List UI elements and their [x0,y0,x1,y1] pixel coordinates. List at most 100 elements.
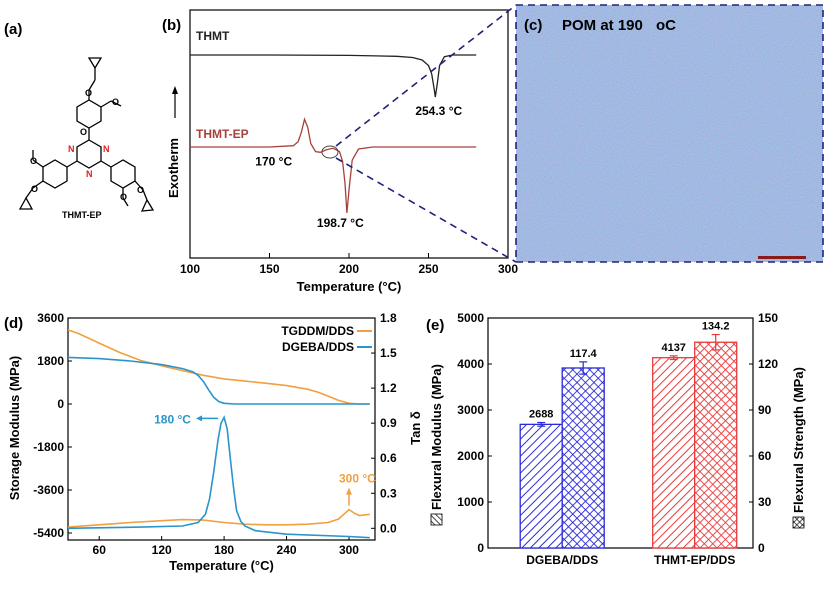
bar-value-label: 4137 [661,342,685,354]
y-tick-label: 1800 [37,354,64,368]
peak-annotation: 170 °C [255,155,292,169]
atom-o: O [30,156,37,166]
panel-b-series-labels: THMT THMT-EP [196,29,249,141]
x-tick-label: 150 [259,262,279,276]
panel-e-label: (e) [426,317,444,334]
panel-a-label: (a) [4,21,22,38]
y2-tick-label: 1.5 [380,346,397,360]
annotation-arrow-head [196,415,203,422]
right-epoxide [140,198,155,212]
y2-tick-label: 0 [758,541,765,555]
y-axis-title: Flexural Modulus (MPa) [429,364,444,510]
panel-d-axis-labels: Temperature (°C) Storage Modulus (MPa) Tan… [7,356,423,573]
x-axis-title: Temperature (°C) [297,279,402,294]
atom-n: N [86,169,93,179]
atom-o: O [120,192,127,202]
y-tick-label: 4000 [457,357,484,371]
x-tick-label: 300 [498,262,518,276]
x-tick-label: 120 [152,543,172,557]
panel-d-legend: TGDDM/DDS DGEBA/DDS [281,324,372,354]
scale-bar [758,256,806,259]
y2-tick-label: 0.3 [380,486,397,500]
y2-tick-label: 30 [758,495,772,509]
series-line-tan_delta [67,415,370,539]
panel-b-label: (b) [162,17,181,34]
legend-label: DGEBA/DDS [282,340,354,354]
strength-pattern-swatch [792,516,805,529]
bar-value-label: 134.2 [702,321,730,333]
y2-tick-label: 0.9 [380,416,397,430]
y2-tick-label: 1.8 [380,311,397,325]
pom-texture [516,5,823,262]
x-tick-label: 240 [277,543,297,557]
bar-modulus [519,423,563,549]
series-line-storage [67,329,370,405]
y-tick-label: 0 [57,397,64,411]
category-label: DGEBA/DDS [526,553,598,567]
y-tick-label: 2000 [457,449,484,463]
atom-o: O [137,185,144,195]
y2-axis-title-group: Flexural Strength (MPa) [791,367,806,529]
y-tick-label: -5400 [33,526,64,540]
pom-title-unit: oC [656,17,676,34]
series-label: THMT-EP [196,127,249,141]
panel-c: (c) POM at 190 oC [515,4,824,263]
panel-a: (a) [4,21,155,220]
molecule-name: THMT-EP [62,210,102,220]
bar-value-label: 117.4 [570,348,598,360]
atom-o: O [80,127,87,137]
panel-d-label: (d) [4,315,23,332]
peak-annotation: 254.3 °C [415,104,462,118]
panel-d-ticks: 60 120 180 240 300 3600 1800 0 -1800 -3600 -5400 1.… [33,311,397,557]
y-axis-title: Exotherm [166,138,181,198]
legend-label: TGDDM/DDS [281,324,354,338]
atom-o: O [85,88,92,98]
zoom-connector-top [335,4,517,147]
y-tick-label: 3000 [457,403,484,417]
y-tick-label: -3600 [33,483,64,497]
top-aryl-ring [76,99,102,129]
zoom-circle [321,145,339,159]
atom-o: O [31,184,38,194]
atom-o: O [112,97,119,107]
panel-d: (d) 60 120 180 240 300 3600 1800 0 -1800 -3600 -54… [4,311,423,573]
series-line-thmt [190,54,477,98]
y2-tick-label: 60 [758,449,772,463]
y2-tick-label: 0.0 [380,521,397,535]
y2-axis-title: Flexural Strength (MPa) [791,367,806,513]
x-tick-label: 300 [339,543,359,557]
triazine-ring [76,139,102,169]
right-aryl-ring [110,159,136,189]
x-tick-label: 200 [339,262,359,276]
y2-tick-label: 1.2 [380,381,397,395]
panel-d-series [67,329,370,539]
series-label: THMT [196,29,230,43]
panel-b-y-label: Exotherm [166,138,181,198]
panel-b-x-ticks: 100 150 200 250 300 [180,253,518,276]
y2-tick-label: 90 [758,403,772,417]
y-tick-label: 5000 [457,311,484,325]
peak-annotation: 180 °C [154,412,191,426]
x-axis-title: Temperature (°C) [169,558,274,573]
panel-c-label: (c) [524,17,542,34]
peak-annotation: 198.7 °C [317,216,364,230]
pom-title-prefix: POM at 190 [562,17,643,34]
atom-n: N [103,144,110,154]
bar-modulus [652,357,696,549]
bar-strength [561,367,605,549]
x-tick-label: 180 [214,543,234,557]
y2-axis-title: Tan δ [408,411,423,445]
y-tick-label: -1800 [33,440,64,454]
panel-d-frame [67,317,376,541]
annotation-arrow-head [345,487,352,495]
x-tick-label: 60 [93,543,107,557]
panel-d-annotations: 180 °C 300 °C [154,412,376,506]
panel-b-x-label: Temperature (°C) [297,279,402,294]
bar-strength [694,341,738,549]
exotherm-arrow-head [172,86,178,94]
y2-tick-label: 120 [758,357,778,371]
molecule-atom-labels: O N N N O O O O O O [30,88,144,202]
atom-n: N [68,144,75,154]
y-tick-label: 1000 [457,495,484,509]
